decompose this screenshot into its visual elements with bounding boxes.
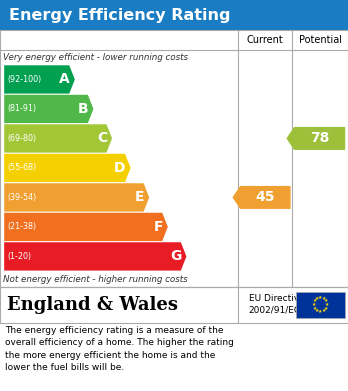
Text: Not energy efficient - higher running costs: Not energy efficient - higher running co…	[3, 274, 188, 284]
Text: Current: Current	[247, 35, 284, 45]
Text: ★: ★	[318, 309, 322, 314]
Text: (21-38): (21-38)	[7, 222, 36, 231]
Text: England & Wales: England & Wales	[7, 296, 178, 314]
Bar	[0, 287, 348, 323]
Text: G: G	[170, 249, 181, 264]
Text: ★: ★	[318, 295, 322, 300]
Text: F: F	[153, 220, 163, 234]
Text: (1-20): (1-20)	[7, 252, 31, 261]
Text: ★: ★	[324, 298, 328, 303]
Polygon shape	[4, 95, 93, 123]
Text: ★: ★	[324, 302, 329, 307]
Polygon shape	[4, 183, 149, 212]
Text: ★: ★	[321, 296, 326, 301]
Text: E: E	[135, 190, 144, 204]
Text: EU Directive
2002/91/EC: EU Directive 2002/91/EC	[249, 294, 305, 315]
Text: A: A	[59, 72, 70, 86]
Polygon shape	[286, 127, 345, 150]
Bar	[0, 30, 348, 287]
Text: B: B	[78, 102, 88, 116]
Bar	[0, 0, 348, 30]
Text: 78: 78	[310, 131, 329, 145]
Text: (92-100): (92-100)	[7, 75, 41, 84]
Polygon shape	[232, 186, 291, 209]
Text: (69-80): (69-80)	[7, 134, 36, 143]
Bar	[296, 292, 345, 317]
Text: C: C	[97, 131, 107, 145]
Text: ★: ★	[315, 308, 319, 313]
Text: 45: 45	[255, 190, 275, 204]
Text: ★: ★	[313, 306, 317, 311]
Text: ★: ★	[311, 302, 316, 307]
Text: (39-54): (39-54)	[7, 193, 36, 202]
Polygon shape	[4, 213, 168, 241]
Text: ★: ★	[313, 298, 317, 303]
Polygon shape	[4, 65, 75, 93]
Text: Energy Efficiency Rating: Energy Efficiency Rating	[9, 7, 230, 23]
Polygon shape	[4, 242, 187, 271]
Text: (81-91): (81-91)	[7, 104, 36, 113]
Polygon shape	[4, 124, 112, 152]
Text: The energy efficiency rating is a measure of the
overall efficiency of a home. T: The energy efficiency rating is a measur…	[5, 326, 234, 372]
Text: Potential: Potential	[299, 35, 342, 45]
Text: ★: ★	[321, 308, 326, 313]
Text: D: D	[114, 161, 126, 175]
Text: (55-68): (55-68)	[7, 163, 36, 172]
Text: Very energy efficient - lower running costs: Very energy efficient - lower running co…	[3, 53, 189, 63]
Text: ★: ★	[324, 306, 328, 311]
Polygon shape	[4, 154, 130, 182]
Text: ★: ★	[315, 296, 319, 301]
